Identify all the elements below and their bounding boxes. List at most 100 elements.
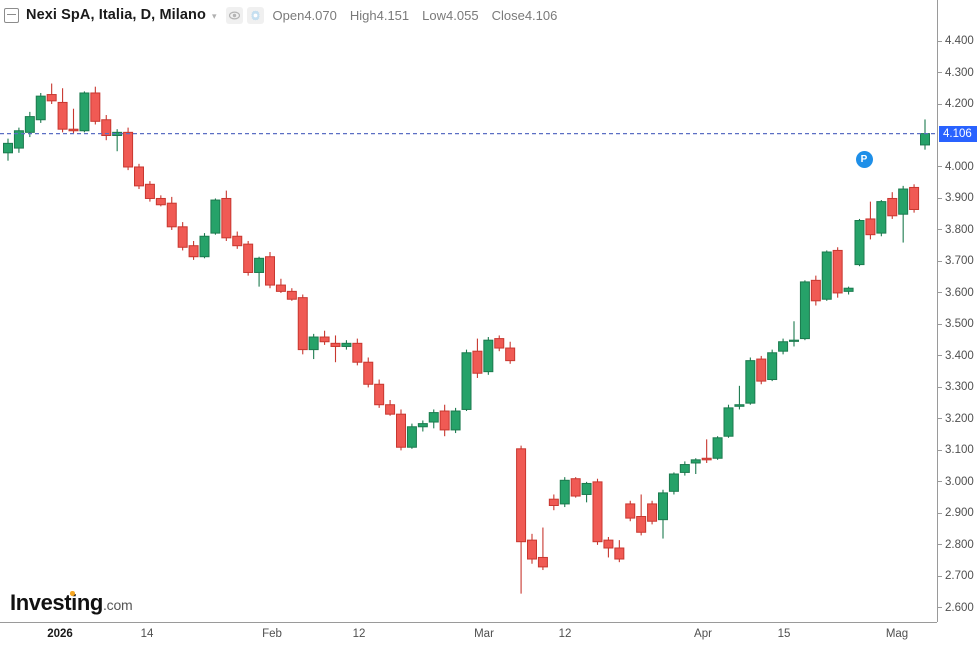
candle bbox=[527, 539, 537, 560]
candle bbox=[13, 130, 24, 149]
price-tick-label: 2.600 bbox=[945, 601, 974, 614]
chart-header: Nexi SpA, Italia, D, Milano ▾ Open4.070 … bbox=[0, 0, 977, 30]
candle bbox=[778, 341, 789, 352]
candle bbox=[701, 457, 712, 461]
candle bbox=[57, 101, 68, 130]
candle bbox=[483, 339, 494, 373]
price-tick-label: 3.500 bbox=[945, 318, 974, 331]
candle bbox=[636, 516, 647, 533]
candle bbox=[658, 492, 668, 521]
price-tick-label: 3.600 bbox=[945, 286, 974, 299]
candle bbox=[275, 284, 286, 292]
candle bbox=[254, 257, 265, 273]
price-tick-label: 3.700 bbox=[945, 255, 974, 268]
candle bbox=[679, 464, 690, 473]
candle bbox=[166, 202, 177, 228]
candle bbox=[625, 503, 636, 519]
price-tick: 4.300 bbox=[938, 66, 974, 80]
candle bbox=[920, 133, 930, 146]
price-tick-label: 4.300 bbox=[945, 66, 974, 79]
chevron-down-icon[interactable]: ▾ bbox=[211, 10, 217, 21]
ohlc-close-label: Close bbox=[491, 7, 525, 23]
gear-icon[interactable] bbox=[246, 6, 264, 24]
price-tick: 3.100 bbox=[938, 443, 974, 457]
candle bbox=[232, 235, 243, 247]
candle bbox=[887, 197, 898, 217]
price-tick-label: 2.700 bbox=[945, 570, 974, 583]
candle bbox=[210, 199, 221, 234]
candle bbox=[767, 352, 778, 381]
candle bbox=[319, 336, 330, 343]
page-title: Nexi SpA, Italia, D, Milano bbox=[26, 7, 206, 23]
candle bbox=[668, 473, 679, 492]
price-tick-label: 3.200 bbox=[945, 412, 974, 425]
candle bbox=[396, 413, 406, 448]
candle bbox=[439, 410, 450, 431]
time-tick-label: 12 bbox=[558, 628, 572, 640]
ohlc-low: Low4.055 bbox=[422, 8, 478, 23]
time-tick-label: 14 bbox=[140, 628, 154, 640]
ohlc-high-label: High bbox=[349, 7, 377, 23]
ohlc-close: Close4.106 bbox=[492, 8, 558, 23]
candle bbox=[865, 218, 876, 236]
candle bbox=[330, 342, 341, 347]
time-tick-label: Feb bbox=[262, 628, 282, 640]
price-tick-label: 4.400 bbox=[945, 35, 974, 48]
price-tick-label: 2.900 bbox=[945, 507, 974, 520]
time-tick-label: 12 bbox=[352, 628, 366, 640]
candle bbox=[68, 128, 79, 132]
price-tick: 2.700 bbox=[938, 569, 974, 583]
price-tick-label: 2.800 bbox=[945, 538, 974, 551]
candle bbox=[647, 503, 658, 522]
price-tick: 2.900 bbox=[938, 506, 974, 520]
eye-icon[interactable] bbox=[225, 6, 243, 24]
ohlc-open-value: 4.070 bbox=[304, 7, 337, 23]
ohlc-open-label: Open bbox=[272, 7, 305, 23]
price-tick: 4.400 bbox=[938, 34, 974, 48]
candle bbox=[123, 131, 134, 168]
time-tick-label: 15 bbox=[777, 628, 791, 640]
candle bbox=[603, 539, 614, 549]
price-tick-label: 3.400 bbox=[945, 349, 974, 362]
candlestick-plot[interactable] bbox=[0, 30, 937, 622]
candle bbox=[374, 383, 385, 406]
candle bbox=[155, 197, 166, 206]
price-tick: 3.200 bbox=[938, 412, 974, 426]
candle bbox=[417, 423, 428, 428]
ohlc-close-value: 4.106 bbox=[524, 7, 558, 23]
candle bbox=[199, 235, 210, 258]
price-tick: 3.300 bbox=[938, 380, 974, 394]
candle bbox=[46, 94, 57, 102]
ohlc-high: High4.151 bbox=[350, 8, 409, 23]
candle bbox=[559, 479, 570, 505]
payout-marker[interactable]: P bbox=[855, 150, 873, 168]
collapse-icon[interactable] bbox=[4, 7, 19, 23]
candle bbox=[144, 183, 155, 199]
ohlc-open: Open4.070 bbox=[273, 8, 337, 23]
candle bbox=[385, 404, 396, 415]
price-axis[interactable]: 4.400 4.300 4.200 4.000 3.900 3.800 3.700 3.600… bbox=[937, 0, 977, 622]
candle bbox=[286, 290, 297, 300]
price-tick: 3.800 bbox=[938, 223, 974, 237]
time-axis[interactable]: 2026 14 Feb 12 Mar 12 Apr 15 Mag bbox=[0, 622, 937, 646]
ohlc-high-value: 4.151 bbox=[376, 7, 410, 23]
time-tick-label: 2026 bbox=[47, 628, 73, 640]
candle bbox=[799, 281, 810, 340]
price-tick: 3.700 bbox=[938, 254, 974, 268]
candle bbox=[810, 279, 821, 302]
candle bbox=[297, 297, 308, 351]
candle bbox=[101, 119, 112, 136]
candle bbox=[821, 251, 832, 300]
candle bbox=[472, 350, 483, 374]
candle bbox=[24, 116, 35, 133]
candle bbox=[265, 256, 275, 286]
price-tick-label: 3.300 bbox=[945, 381, 974, 394]
price-tick-label: 4.000 bbox=[945, 160, 974, 173]
candle bbox=[450, 410, 461, 431]
ohlc-low-label: Low bbox=[422, 7, 447, 23]
time-tick-label: Mag bbox=[885, 628, 909, 640]
logo-dot bbox=[70, 591, 75, 596]
candle bbox=[745, 360, 756, 404]
price-tick-label: 3.000 bbox=[945, 475, 974, 488]
candle bbox=[308, 336, 319, 351]
